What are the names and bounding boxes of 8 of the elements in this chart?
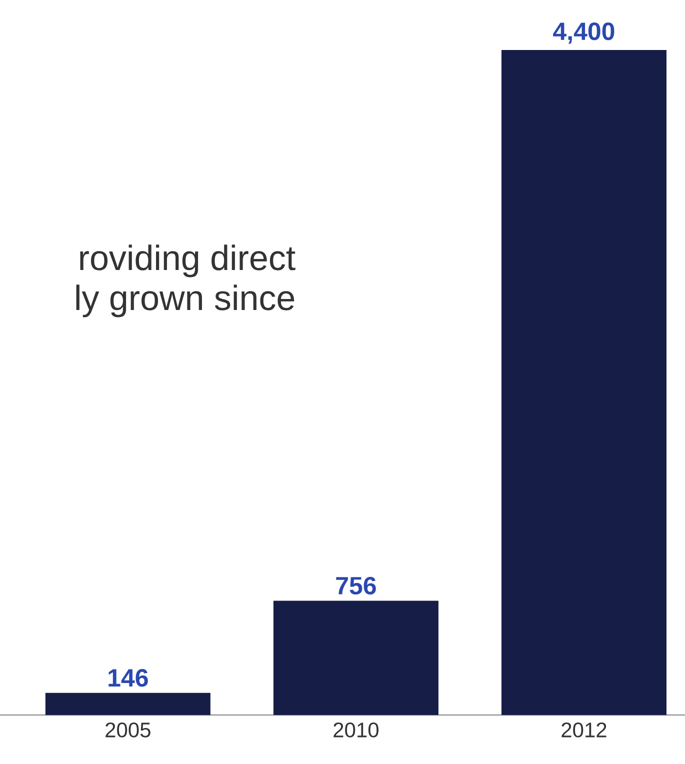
annotation: ly grown since <box>76 284 294 318</box>
data-label: 4,400 <box>553 22 614 44</box>
x-tick-label: 2012 <box>562 722 606 738</box>
x-tick-label: 2005 <box>106 722 150 738</box>
data-label: 146 <box>108 669 148 687</box>
x-tick-label: 2010 <box>334 722 378 738</box>
annotation: roviding direct <box>80 244 296 278</box>
data-label: 756 <box>336 576 376 595</box>
